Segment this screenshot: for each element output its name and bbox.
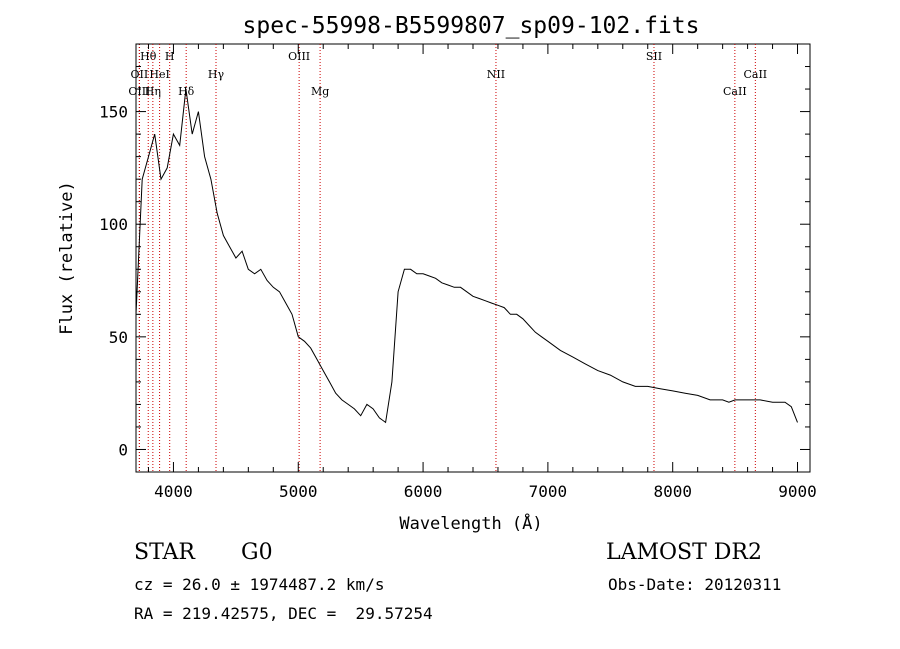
observation-date: Obs-Date: 20120311: [608, 575, 782, 594]
line-marker-label: HeI: [149, 68, 169, 81]
y-tick-label: 100: [99, 215, 128, 234]
survey-name: LAMOST DR2: [606, 540, 762, 565]
line-marker-label: CaII: [723, 85, 747, 98]
y-tick-label: 0: [118, 440, 128, 459]
line-marker-label: SII: [646, 50, 662, 63]
line-marker-label: H: [165, 50, 175, 63]
line-marker-label: Hθ: [140, 50, 157, 63]
x-axis-label: Wavelength (Å): [399, 512, 542, 534]
line-marker-label: Hη: [145, 85, 161, 98]
x-tick-label: 6000: [404, 482, 443, 501]
y-tick-label: 50: [109, 328, 128, 347]
object-subclass: G0: [241, 540, 273, 565]
line-marker-label: CaII: [743, 68, 767, 81]
redshift-cz: cz = 26.0 ± 1974487.2 km/s: [134, 575, 385, 594]
object-class: STAR: [134, 540, 195, 565]
line-marker-label: OIII: [128, 85, 150, 98]
line-marker-label: Mg: [311, 85, 329, 98]
y-tick-label: 150: [99, 103, 128, 122]
x-tick-label: 9000: [778, 482, 817, 501]
chart-title: spec-55998-B5599807_sp09-102.fits: [243, 13, 700, 39]
sky-coordinates: RA = 219.42575, DEC = 29.57254: [134, 604, 433, 623]
x-tick-label: 8000: [653, 482, 692, 501]
x-tick-label: 5000: [279, 482, 318, 501]
axes: 4000 5000 6000 7000 8000 9000 0 50 100 150: [99, 43, 817, 501]
x-tick-label: 7000: [529, 482, 568, 501]
spectrum-line: [135, 89, 798, 424]
x-tick-label: 4000: [154, 482, 193, 501]
line-marker-label: NII: [487, 68, 505, 81]
line-marker-label: OIII: [288, 50, 310, 63]
line-marker-label: Hγ: [208, 68, 225, 81]
plot-frame: [135, 43, 811, 473]
y-axis-label: Flux (relative): [57, 181, 77, 335]
